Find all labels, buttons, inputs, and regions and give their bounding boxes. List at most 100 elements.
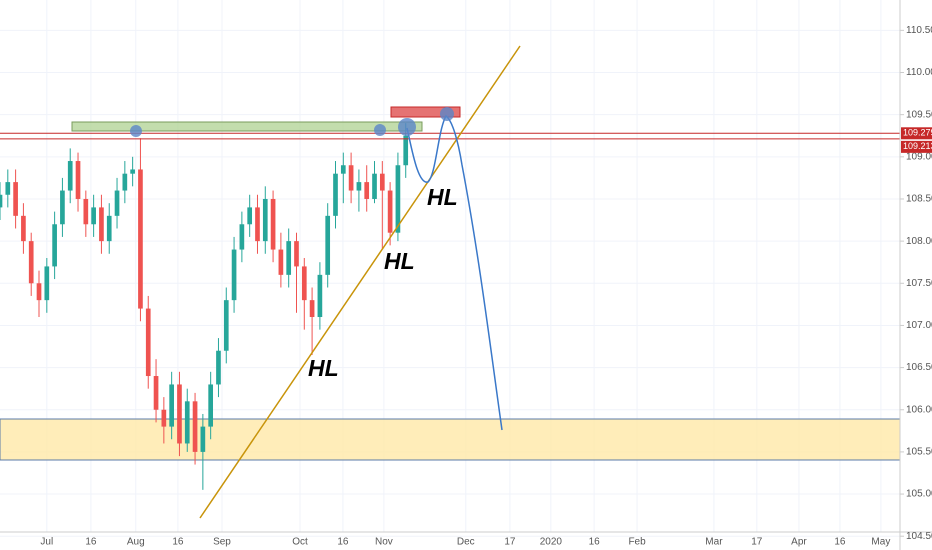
candle-body xyxy=(239,224,245,250)
candle-body xyxy=(122,173,128,191)
candle-body xyxy=(247,207,253,225)
x-tick-label: 2020 xyxy=(540,537,563,548)
price-label: 109.279 xyxy=(903,128,932,138)
candle-body xyxy=(138,169,143,309)
candle-body xyxy=(301,266,307,301)
x-tick-label: 16 xyxy=(337,537,349,548)
candle-body xyxy=(333,173,338,216)
candle-body xyxy=(91,207,96,225)
x-tick-label: Oct xyxy=(292,537,308,548)
candle-body xyxy=(60,190,65,225)
candle-body xyxy=(192,401,198,452)
x-tick-label: 16 xyxy=(172,537,184,548)
touch-marker xyxy=(440,107,454,121)
y-tick-label: 109.500 xyxy=(906,109,932,120)
candle-body xyxy=(216,350,221,385)
y-tick-label: 107.000 xyxy=(906,320,932,331)
candle-body xyxy=(28,241,34,284)
candle-body xyxy=(270,198,276,250)
y-tick-label: 110.500 xyxy=(906,25,932,36)
candle-body xyxy=(309,300,315,318)
candle-body xyxy=(317,274,323,318)
candle-body xyxy=(255,207,260,242)
candle-body xyxy=(262,198,268,242)
x-tick-label: Dec xyxy=(457,537,475,548)
candle-body xyxy=(13,182,18,216)
price-label-box xyxy=(901,127,932,140)
candle-body xyxy=(340,165,346,174)
candle-body xyxy=(294,241,299,267)
candle-body xyxy=(52,224,57,267)
candle-body xyxy=(67,161,73,191)
x-tick-label: 16 xyxy=(589,537,601,548)
resistance-box xyxy=(71,121,423,132)
candle-body xyxy=(387,190,393,233)
candle-body xyxy=(44,266,50,301)
touch-marker xyxy=(130,125,142,137)
candle-body xyxy=(99,207,104,242)
y-tick-label: 110.000 xyxy=(906,67,932,78)
y-tick-label: 106.500 xyxy=(906,362,932,373)
y-tick-label: 107.500 xyxy=(906,278,932,289)
candle-body xyxy=(114,190,120,216)
candle-body xyxy=(286,241,292,275)
x-tick-label: Jul xyxy=(40,537,53,548)
annotation: HL xyxy=(308,355,339,381)
candle-body xyxy=(348,165,354,191)
candle-body xyxy=(208,384,214,427)
x-tick-label: Aug xyxy=(127,537,145,548)
candle-body xyxy=(153,376,159,410)
candle-body xyxy=(36,283,42,301)
y-tick-label: 106.000 xyxy=(906,404,932,415)
touch-marker xyxy=(398,118,416,136)
candle-body xyxy=(278,249,284,275)
candle-body xyxy=(223,300,229,351)
candle-body xyxy=(161,409,167,427)
axes: 110.500 110.000 109.500 109.000 108.500 108.0… xyxy=(40,25,932,548)
trend-line xyxy=(199,45,521,519)
support-zone xyxy=(0,418,901,461)
plot xyxy=(0,123,900,490)
candle-body xyxy=(184,401,190,444)
annotation: HL xyxy=(427,184,458,210)
candle-body xyxy=(145,308,151,377)
candle-body xyxy=(231,249,237,301)
candle-body xyxy=(130,169,135,174)
y-tick-label: 108.500 xyxy=(906,194,932,205)
candle-body xyxy=(395,165,401,233)
x-tick-label: 17 xyxy=(751,537,763,548)
y-tick-label: 104.500 xyxy=(906,531,932,542)
candle-body xyxy=(21,215,26,242)
annotation: HL xyxy=(384,248,415,274)
candle-body xyxy=(200,426,206,452)
candle-body xyxy=(0,194,3,208)
projection-path xyxy=(406,114,503,431)
candle-body xyxy=(372,173,377,199)
x-tick-label: 17 xyxy=(504,537,516,548)
x-tick-label: Feb xyxy=(628,537,646,548)
candle-body xyxy=(177,384,182,444)
y-tick-label: 108.000 xyxy=(906,236,932,247)
price-label-box xyxy=(901,140,932,153)
candle-body xyxy=(379,173,385,191)
price-label: 109.213 xyxy=(903,141,932,151)
candle-body xyxy=(364,182,370,199)
candle-body xyxy=(325,215,331,275)
top-box xyxy=(390,106,461,118)
candle-body xyxy=(403,135,409,166)
candle-body xyxy=(83,198,89,225)
candle-body xyxy=(356,182,362,191)
candle-body xyxy=(5,182,11,195)
candle-body xyxy=(106,215,112,242)
y-tick-label: 105.000 xyxy=(906,489,932,500)
x-tick-label: Sep xyxy=(213,537,231,548)
touch-marker xyxy=(374,124,386,136)
candle-body xyxy=(169,384,174,427)
x-tick-label: May xyxy=(871,537,890,548)
x-tick-label: 16 xyxy=(834,537,846,548)
x-tick-label: Nov xyxy=(375,537,393,548)
y-tick-label: 109.000 xyxy=(906,151,932,162)
y-tick-label: 105.500 xyxy=(906,447,932,458)
candle-body xyxy=(75,161,81,199)
